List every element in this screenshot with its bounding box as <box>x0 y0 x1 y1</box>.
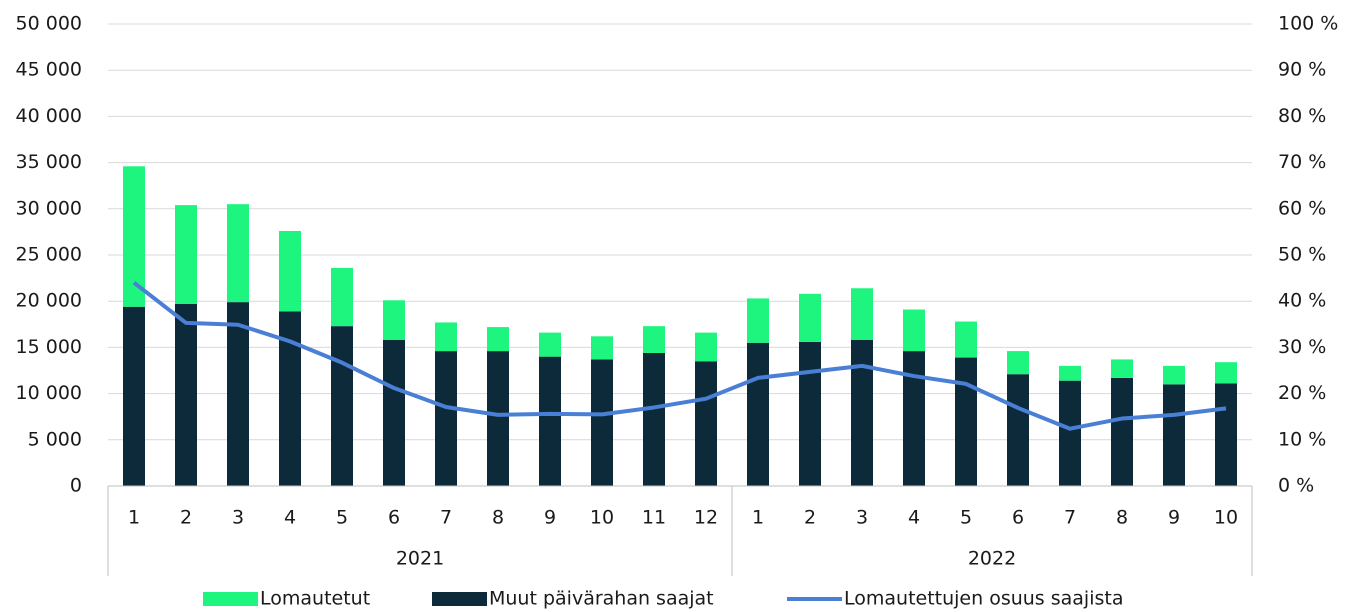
y2-tick-label: 0 % <box>1278 475 1314 497</box>
x-tick-label: 7 <box>1064 507 1076 529</box>
y2-tick-label: 10 % <box>1278 428 1326 450</box>
bar <box>851 288 873 341</box>
x-tick-label: 4 <box>284 507 296 529</box>
y-tick-label: 40 000 <box>16 105 82 127</box>
y2-tick-label: 90 % <box>1278 59 1326 81</box>
bar <box>1215 383 1237 486</box>
bar <box>799 341 821 486</box>
bar <box>1163 384 1185 486</box>
group-label: 2022 <box>968 548 1016 570</box>
bar <box>1059 380 1081 486</box>
bar <box>539 332 561 357</box>
x-tick-label: 8 <box>492 507 504 529</box>
bar <box>643 352 665 486</box>
group-label: 2021 <box>396 548 444 570</box>
y-tick-label: 25 000 <box>16 244 82 266</box>
bar <box>1111 377 1133 486</box>
bar <box>279 311 301 486</box>
x-tick-label: 9 <box>544 507 556 529</box>
x-tick-label: 9 <box>1168 507 1180 529</box>
x-tick-label: 5 <box>960 507 972 529</box>
x-tick-label: 6 <box>1012 507 1024 529</box>
y-tick-label: 5 000 <box>28 428 82 450</box>
x-tick-label: 1 <box>128 507 140 529</box>
legend-label: Muut päivärahan saajat <box>489 588 714 610</box>
x-tick-label: 12 <box>694 507 718 529</box>
y-tick-label: 0 <box>70 475 82 497</box>
bar <box>1007 374 1029 486</box>
legend-label: Lomautetut <box>260 588 370 610</box>
bar <box>487 327 509 352</box>
x-tick-label: 1 <box>752 507 764 529</box>
x-tick-label: 4 <box>908 507 920 529</box>
y2-tick-label: 20 % <box>1278 382 1326 404</box>
bar <box>747 298 769 343</box>
bar <box>435 351 457 486</box>
x-tick-label: 7 <box>440 507 452 529</box>
bar <box>1215 362 1237 384</box>
bar <box>383 300 405 341</box>
bar <box>539 356 561 486</box>
bar <box>331 267 353 327</box>
bar <box>591 336 613 360</box>
legend-label: Lomautettujen osuus saajista <box>844 588 1123 610</box>
y2-tick-label: 70 % <box>1278 151 1326 173</box>
y2-tick-label: 60 % <box>1278 197 1326 219</box>
bar <box>279 230 301 312</box>
bar <box>383 340 405 486</box>
bar <box>955 321 977 358</box>
x-tick-label: 2 <box>804 507 816 529</box>
y2-tick-label: 100 % <box>1278 13 1338 35</box>
bar <box>1059 365 1081 381</box>
x-tick-label: 2 <box>180 507 192 529</box>
bar <box>331 326 353 486</box>
y-tick-label: 30 000 <box>16 197 82 219</box>
bar <box>695 332 717 362</box>
bar <box>123 306 145 486</box>
x-tick-label: 6 <box>388 507 400 529</box>
y-tick-label: 15 000 <box>16 336 82 358</box>
y2-tick-label: 80 % <box>1278 105 1326 127</box>
legend-swatch <box>432 592 487 606</box>
y2-tick-label: 40 % <box>1278 290 1326 312</box>
bar <box>175 303 197 486</box>
x-tick-label: 3 <box>856 507 868 529</box>
y-tick-label: 45 000 <box>16 59 82 81</box>
bar <box>643 326 665 353</box>
bar <box>435 322 457 352</box>
legend-swatch <box>203 592 258 606</box>
y-tick-label: 35 000 <box>16 151 82 173</box>
bar <box>695 361 717 486</box>
bar <box>747 342 769 486</box>
bar <box>227 204 249 303</box>
bar <box>1111 359 1133 378</box>
x-tick-label: 5 <box>336 507 348 529</box>
x-tick-label: 8 <box>1116 507 1128 529</box>
bar <box>799 293 821 342</box>
y-tick-label: 20 000 <box>16 290 82 312</box>
bar <box>1007 351 1029 375</box>
y-tick-label: 10 000 <box>16 382 82 404</box>
bar <box>903 309 925 352</box>
x-tick-label: 3 <box>232 507 244 529</box>
y2-tick-label: 50 % <box>1278 244 1326 266</box>
bar <box>955 357 977 486</box>
bar <box>903 351 925 486</box>
bar <box>227 302 249 486</box>
bar <box>1163 365 1185 385</box>
line-series <box>132 281 1227 431</box>
y2-tick-label: 30 % <box>1278 336 1326 358</box>
bar <box>591 359 613 486</box>
bar <box>123 166 145 307</box>
y-tick-label: 50 000 <box>16 13 82 35</box>
x-tick-label: 11 <box>642 507 666 529</box>
x-tick-label: 10 <box>1214 507 1238 529</box>
bar <box>487 351 509 486</box>
bar <box>175 205 197 304</box>
x-tick-label: 10 <box>590 507 614 529</box>
bar <box>851 340 873 486</box>
